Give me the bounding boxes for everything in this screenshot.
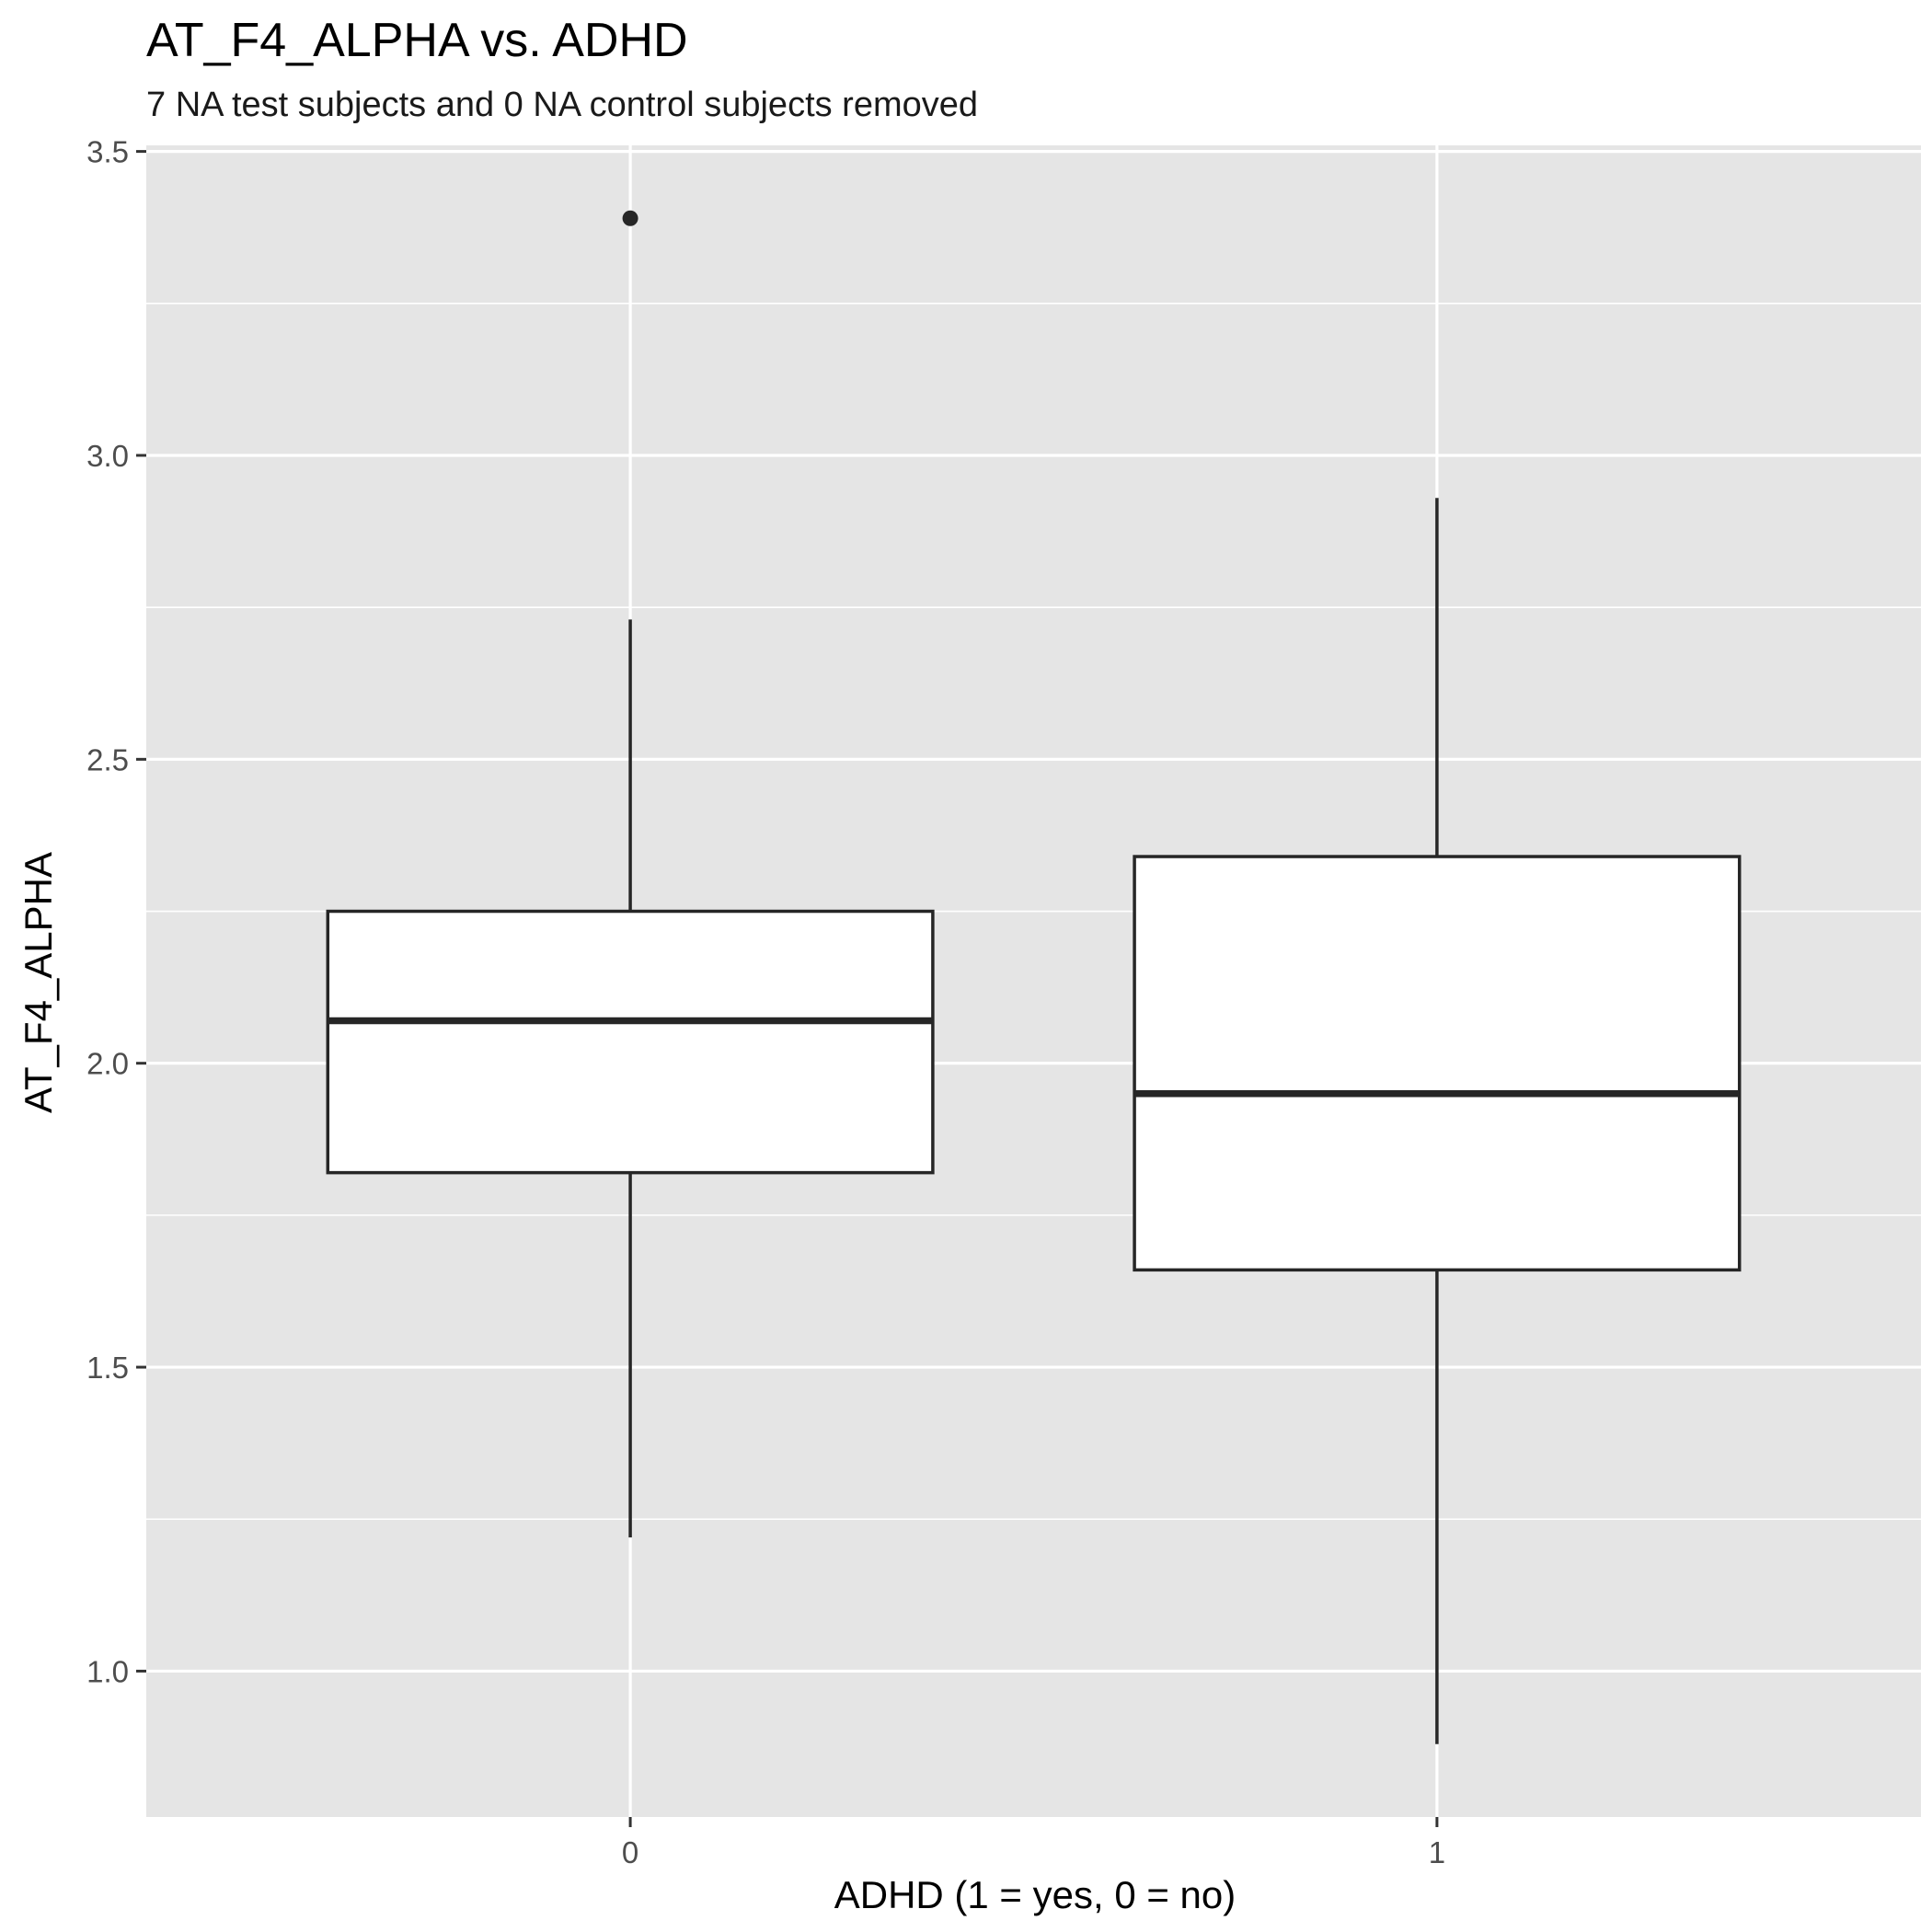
box-iqr: [326, 909, 935, 1175]
y-tick-label: 1.5: [86, 1351, 129, 1385]
y-tick-label: 3.0: [86, 439, 129, 473]
y-tick-label: 1.0: [86, 1654, 129, 1688]
y-tick-label: 2.0: [86, 1047, 129, 1081]
box-group-0: [326, 210, 935, 1538]
box-marks: [326, 210, 1742, 1744]
box-iqr: [1133, 855, 1742, 1272]
y-tick-label: 2.5: [86, 742, 129, 776]
x-axis-label: ADHD (1 = yes, 0 = no): [834, 1873, 1236, 1916]
chart-title: AT_F4_ALPHA vs. ADHD: [146, 14, 688, 67]
y-tick-label: 3.5: [86, 135, 129, 169]
chart-subtitle: 7 NA test subjects and 0 NA control subj…: [146, 86, 979, 124]
y-axis-label: AT_F4_ALPHA: [17, 852, 60, 1113]
x-tick-label: 0: [622, 1835, 638, 1869]
axes: 1.0 1.5 2.0 2.5 3.0 3.5 0 1: [86, 135, 1445, 1869]
x-tick-label: 1: [1429, 1835, 1445, 1869]
outlier-point: [622, 210, 638, 226]
box-group-1: [1133, 498, 1742, 1744]
